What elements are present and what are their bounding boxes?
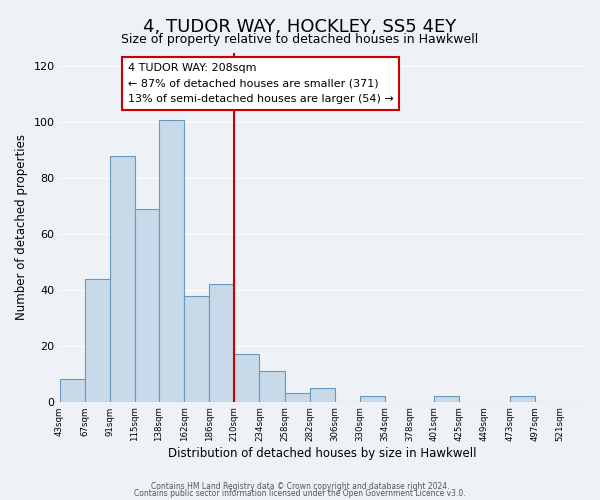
Text: Contains public sector information licensed under the Open Government Licence v3: Contains public sector information licen… [134, 490, 466, 498]
Bar [85, 279, 110, 402]
Bar [310, 388, 335, 402]
Bar [284, 394, 310, 402]
Bar [509, 396, 535, 402]
Bar [159, 120, 184, 402]
Text: 4 TUDOR WAY: 208sqm
← 87% of detached houses are smaller (371)
13% of semi-detac: 4 TUDOR WAY: 208sqm ← 87% of detached ho… [128, 63, 394, 104]
Bar [235, 354, 259, 402]
Bar [360, 396, 385, 402]
Bar [259, 371, 284, 402]
Bar [434, 396, 460, 402]
Bar [135, 209, 159, 402]
Text: Size of property relative to detached houses in Hawkwell: Size of property relative to detached ho… [121, 32, 479, 46]
X-axis label: Distribution of detached houses by size in Hawkwell: Distribution of detached houses by size … [168, 447, 476, 460]
Y-axis label: Number of detached properties: Number of detached properties [15, 134, 28, 320]
Bar [59, 380, 85, 402]
Bar [209, 284, 235, 402]
Text: Contains HM Land Registry data © Crown copyright and database right 2024.: Contains HM Land Registry data © Crown c… [151, 482, 449, 491]
Text: 4, TUDOR WAY, HOCKLEY, SS5 4EY: 4, TUDOR WAY, HOCKLEY, SS5 4EY [143, 18, 457, 36]
Bar [184, 296, 209, 402]
Bar [110, 156, 135, 402]
